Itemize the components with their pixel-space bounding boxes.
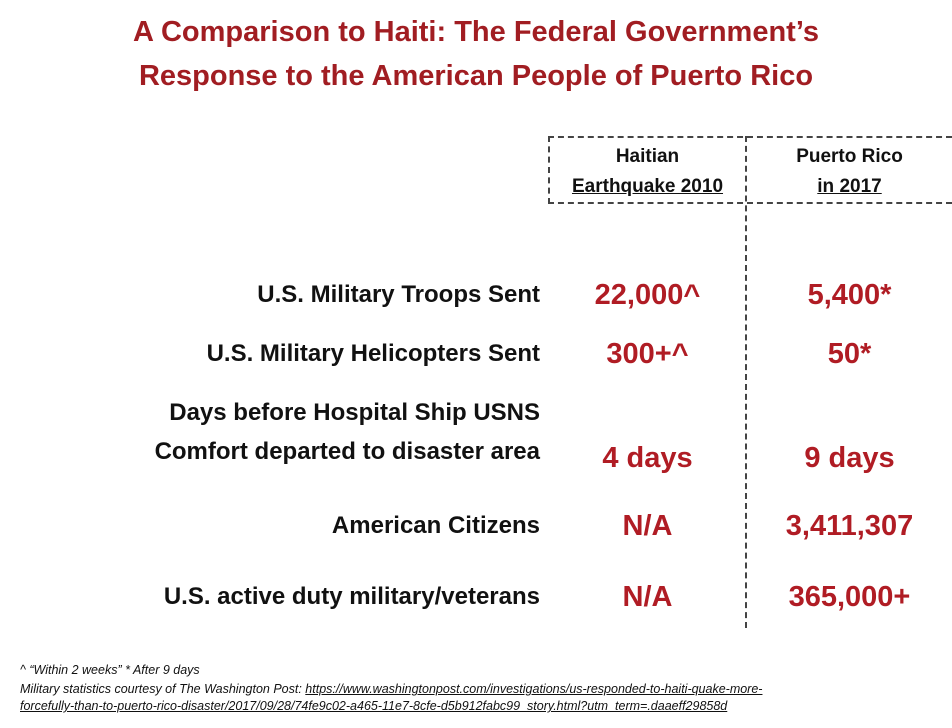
- pr-troops-value: 5,400*: [807, 279, 892, 311]
- haiti-troops-value: 22,000^: [594, 279, 701, 311]
- column-header-haiti-line-2: Earthquake 2010: [571, 176, 724, 197]
- row-label-troops: U.S. Military Troops Sent: [257, 281, 540, 308]
- pr-citizens-value: 3,411,307: [785, 510, 914, 542]
- row-label-helicopters: U.S. Military Helicopters Sent: [206, 340, 540, 367]
- pr-hospital-ship-value: 9 days: [804, 442, 895, 474]
- column-header-haiti-line-1: Haitian: [615, 146, 680, 167]
- column-header-haiti: Haitian Earthquake 2010: [550, 142, 745, 202]
- row-label-military-veterans: U.S. active duty military/veterans: [163, 583, 540, 610]
- column-header-box: [548, 136, 952, 204]
- column-divider: [745, 136, 747, 628]
- header-left-divider: [548, 136, 550, 204]
- haiti-helicopters-value: 300+^: [606, 338, 689, 370]
- pr-helicopters-value: 50*: [827, 338, 872, 370]
- footnote-source-continued: forcefully-than-to-puerto-rico-disaster/…: [20, 698, 727, 715]
- page-title-line-2: Response to the American People of Puert…: [138, 60, 814, 92]
- page-title-line-1: A Comparison to Haiti: The Federal Gover…: [133, 16, 819, 48]
- column-header-pr-line-1: Puerto Rico: [796, 146, 903, 167]
- haiti-hospital-ship-value: 4 days: [602, 442, 693, 474]
- footnote-source-prefix: Military statistics courtesy of The Wash…: [20, 682, 306, 696]
- row-label-hospital-ship-line-1: Days before Hospital Ship USNS: [169, 399, 540, 426]
- column-header-puerto-rico: Puerto Rico in 2017: [747, 142, 952, 202]
- source-link-part-2[interactable]: forcefully-than-to-puerto-rico-disaster/…: [20, 699, 728, 713]
- footnote-source: Military statistics courtesy of The Wash…: [20, 681, 762, 698]
- row-label-hospital-ship-line-2: Comfort departed to disaster area: [154, 438, 540, 465]
- footnote-legend: ^ “Within 2 weeks” * After 9 days: [20, 663, 200, 677]
- haiti-veterans-value: N/A: [622, 581, 673, 613]
- column-header-pr-line-2: in 2017: [817, 176, 882, 197]
- row-label-american-citizens: American Citizens: [331, 512, 540, 539]
- haiti-citizens-value: N/A: [622, 510, 673, 542]
- source-link-part-1[interactable]: https://www.washingtonpost.com/investiga…: [305, 682, 763, 696]
- pr-veterans-value: 365,000+: [788, 581, 911, 613]
